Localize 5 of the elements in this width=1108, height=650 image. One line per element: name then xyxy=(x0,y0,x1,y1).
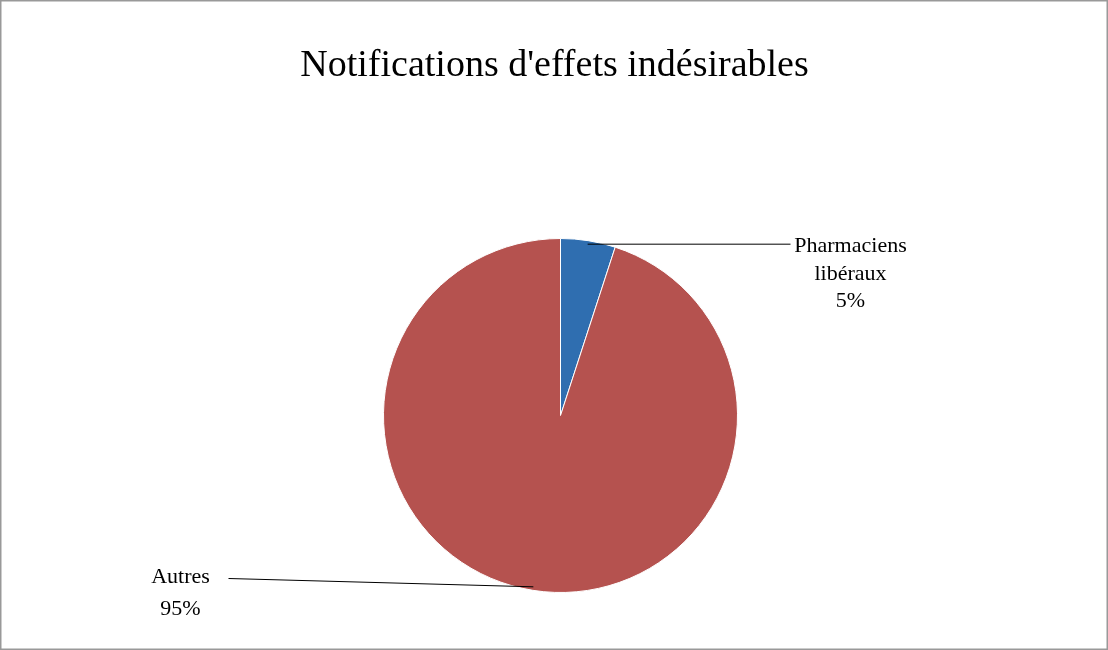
slice-label: Pharmaciens libéraux xyxy=(794,232,907,285)
chart-title: Notifications d'effets indésirables xyxy=(300,41,809,84)
data-label: 95% xyxy=(160,595,201,620)
data-label: 5% xyxy=(835,287,866,313)
slice-label: Autres xyxy=(151,562,210,588)
